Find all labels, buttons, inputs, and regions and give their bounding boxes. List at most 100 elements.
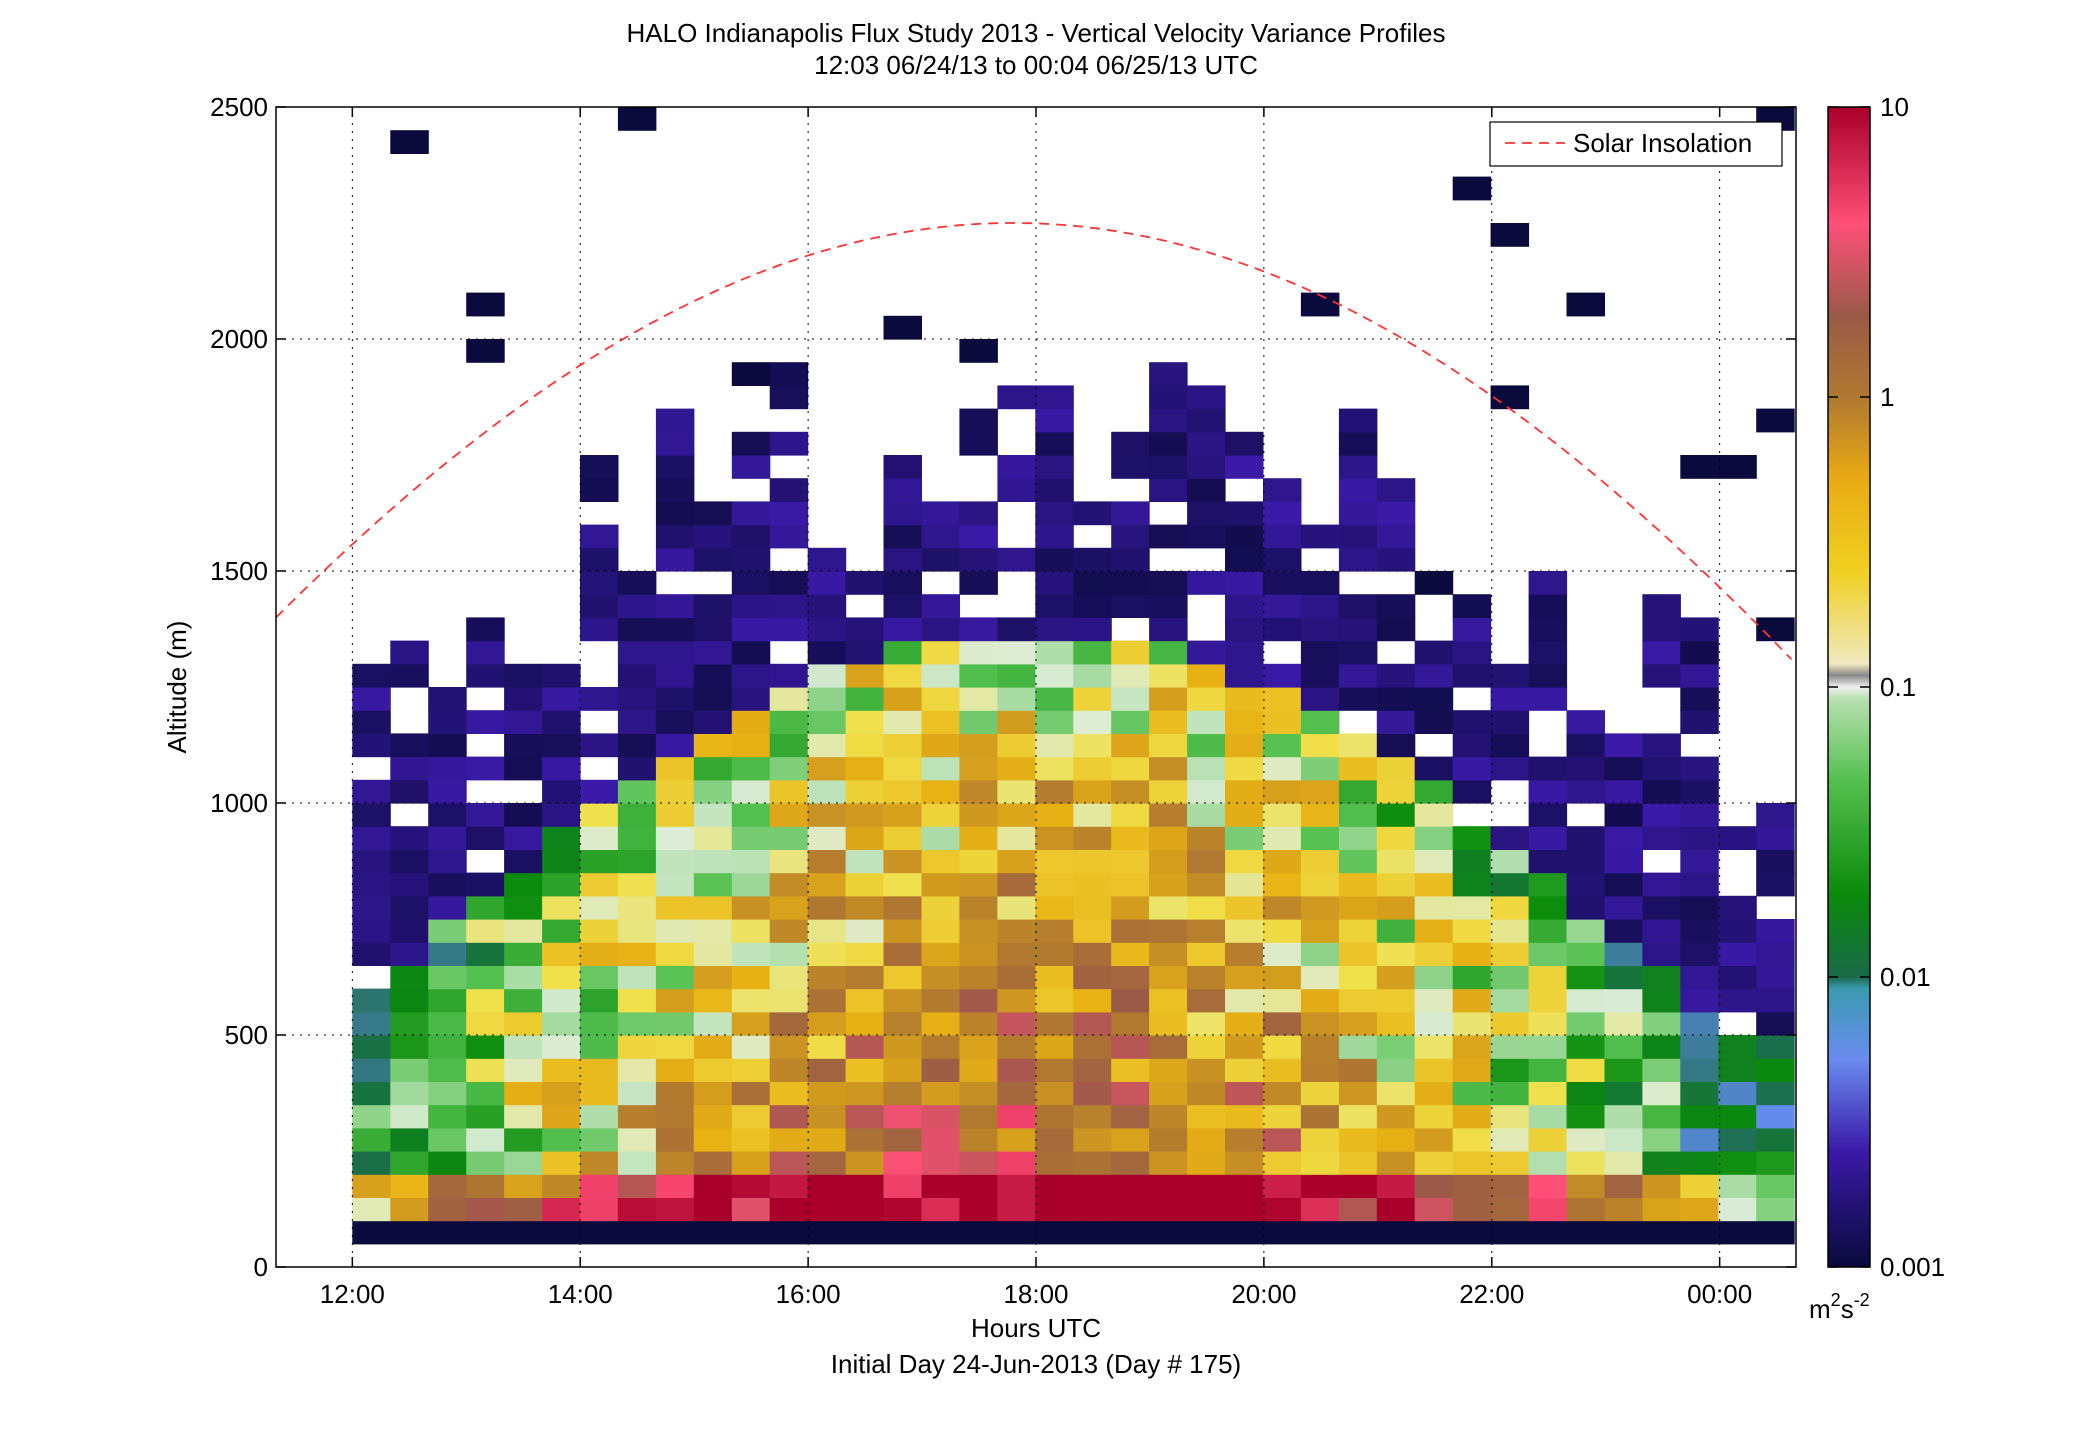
heatmap-cell	[1604, 733, 1643, 758]
heatmap-cell	[1225, 594, 1264, 618]
heatmap-cell	[959, 501, 998, 526]
heatmap-cell	[1566, 779, 1605, 804]
heatmap-cell	[466, 1220, 505, 1245]
heatmap-cell	[428, 942, 467, 966]
heatmap-cell	[1225, 431, 1264, 456]
heatmap-cell	[1263, 1220, 1302, 1245]
heatmap-cell	[1300, 594, 1340, 618]
heatmap-cell	[1111, 895, 1150, 920]
heatmap-cell	[1338, 478, 1378, 502]
heatmap-cell	[1149, 1220, 1188, 1245]
heatmap-cell	[1338, 1174, 1378, 1198]
heatmap-cell	[1642, 640, 1681, 665]
heatmap-cell	[1149, 942, 1188, 966]
heatmap-cell	[617, 1197, 657, 1222]
heatmap-cell	[1073, 1011, 1112, 1036]
heatmap-cell	[1528, 1174, 1568, 1198]
heatmap-cell	[921, 1174, 960, 1198]
heatmap-cell	[731, 733, 771, 758]
heatmap-cell	[1111, 872, 1150, 897]
heatmap-cell	[883, 733, 922, 758]
heatmap-cell	[1376, 524, 1416, 549]
heatmap-cell	[997, 965, 1036, 990]
heatmap-cell	[1566, 826, 1605, 850]
heatmap-cell	[1604, 1104, 1643, 1129]
heatmap-cell	[466, 988, 505, 1013]
heatmap-cell	[428, 756, 467, 781]
colorbar-unit-sup1: 2	[1831, 1290, 1841, 1310]
heatmap-cell	[1452, 176, 1492, 201]
heatmap-cell	[845, 1081, 885, 1106]
heatmap-cell	[1225, 640, 1264, 665]
heatmap-cell	[1452, 756, 1492, 781]
heatmap-cell	[1035, 1197, 1074, 1222]
heatmap-cell	[1149, 826, 1188, 850]
heatmap-cell	[731, 617, 771, 642]
colorbar-ticks: 10 1 0.1 0.01 0.001	[1828, 92, 1945, 1282]
heatmap-cell	[1111, 501, 1150, 526]
heatmap-cell	[1528, 1035, 1568, 1059]
heatmap-cell	[1528, 779, 1568, 804]
heatmap-cell	[997, 710, 1036, 734]
heatmap-cell	[542, 1058, 581, 1082]
heatmap-cell	[1035, 895, 1074, 920]
colorbar-tick-label: 0.001	[1880, 1252, 1945, 1282]
heatmap-cell	[1528, 965, 1568, 990]
heatmap-cell	[1490, 1104, 1530, 1129]
heatmap-cell	[1376, 501, 1416, 526]
heatmap-cell	[617, 733, 657, 758]
heatmap-cell	[883, 1058, 922, 1082]
heatmap-cell	[731, 1104, 771, 1129]
heatmap-cell	[466, 1151, 505, 1175]
heatmap-cell	[921, 942, 960, 966]
heatmap-cell	[1187, 1035, 1226, 1059]
heatmap-cell	[1225, 803, 1264, 827]
heatmap-cell	[731, 988, 771, 1013]
heatmap-cells	[352, 107, 1795, 1245]
heatmap-cell	[1566, 895, 1605, 920]
x-axis-label-2: Initial Day 24-Jun-2013 (Day # 175)	[831, 1349, 1241, 1379]
heatmap-cell	[1149, 1035, 1188, 1059]
heatmap-cell	[542, 756, 581, 781]
heatmap-cell	[1452, 988, 1492, 1013]
heatmap-cell	[1225, 1197, 1264, 1222]
heatmap-cell	[1035, 1104, 1074, 1129]
heatmap-cell	[1490, 710, 1530, 734]
heatmap-cell	[959, 710, 998, 734]
heatmap-cell	[1073, 1220, 1112, 1245]
heatmap-cell	[617, 1174, 657, 1198]
heatmap-cell	[1490, 1197, 1530, 1222]
heatmap-cell	[466, 617, 505, 642]
heatmap-cell	[1718, 965, 1757, 990]
heatmap-cell	[883, 1197, 922, 1222]
heatmap-cell	[580, 942, 619, 966]
heatmap-cell	[769, 362, 809, 386]
heatmap-cell	[580, 779, 619, 804]
heatmap-cell	[1225, 710, 1264, 734]
heatmap-cell	[1566, 872, 1605, 897]
x-tick-label: 22:00	[1459, 1279, 1524, 1309]
heatmap-cell	[921, 1081, 960, 1106]
heatmap-cell	[1642, 1151, 1681, 1175]
heatmap-cell	[1414, 1197, 1454, 1222]
heatmap-cell	[1187, 756, 1226, 781]
heatmap-cell	[1528, 872, 1568, 897]
heatmap-cell	[769, 872, 809, 897]
heatmap-cell	[693, 826, 733, 850]
heatmap-cell	[1604, 919, 1643, 943]
heatmap-cell	[1300, 1104, 1340, 1129]
heatmap-cell	[845, 571, 885, 595]
heatmap-cell	[655, 594, 695, 618]
heatmap-cell	[1452, 1081, 1492, 1106]
heatmap-cell	[731, 1011, 771, 1036]
heatmap-cell	[1566, 849, 1605, 874]
heatmap-cell	[1566, 942, 1605, 966]
heatmap-cell	[1263, 1127, 1302, 1152]
heatmap-cell	[1111, 1104, 1150, 1129]
heatmap-cell	[1756, 1104, 1795, 1129]
heatmap-cell	[769, 803, 809, 827]
heatmap-cell	[542, 803, 581, 827]
heatmap-cell	[1035, 408, 1074, 433]
heatmap-cell	[390, 1151, 429, 1175]
heatmap-cell	[1111, 1197, 1150, 1222]
